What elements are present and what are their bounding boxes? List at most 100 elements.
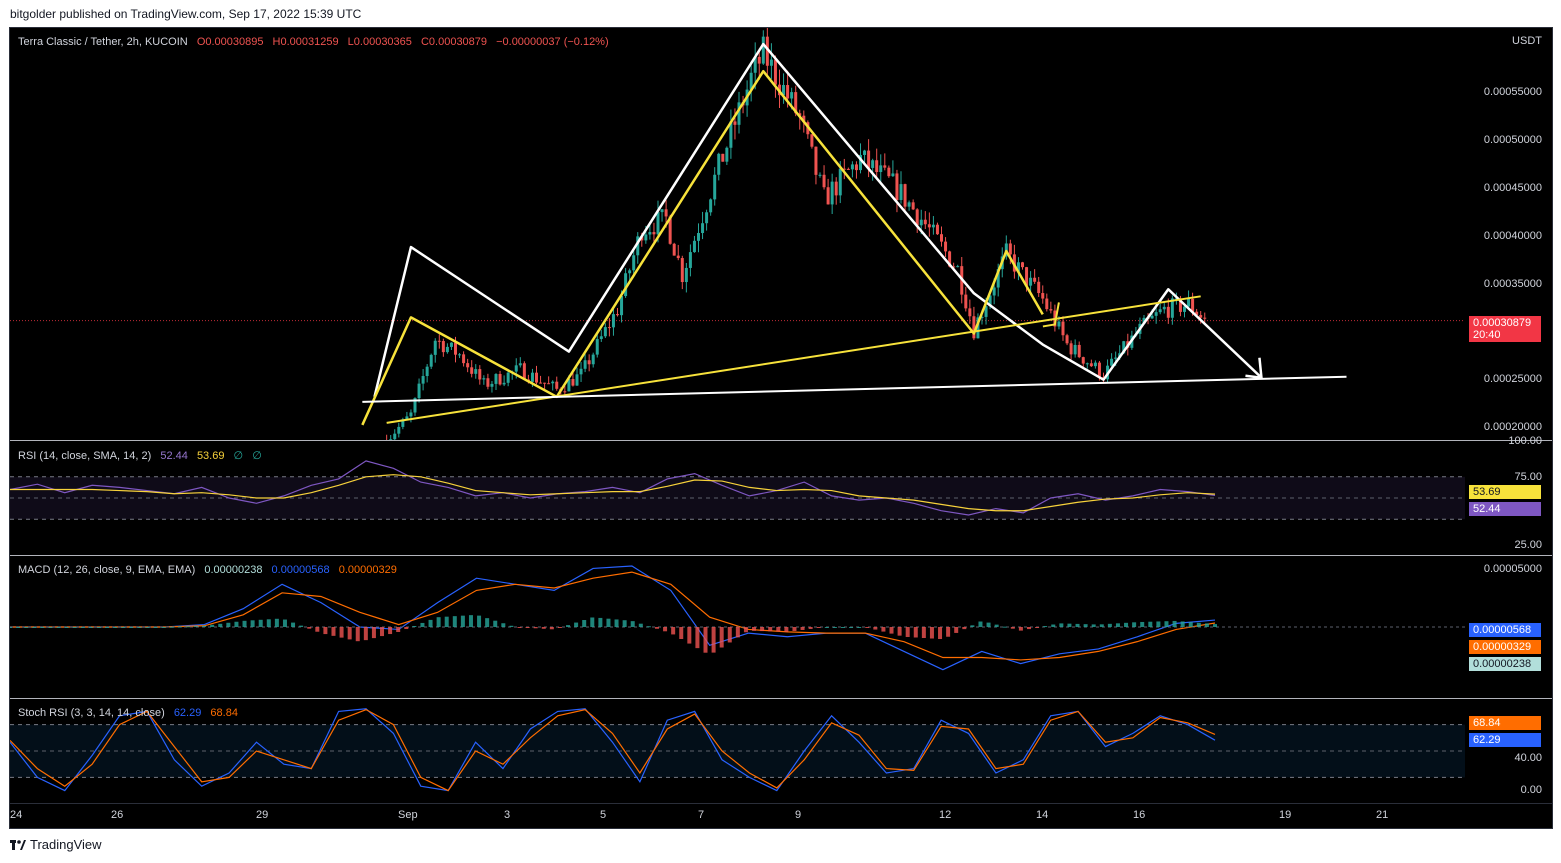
macd-hist-bar — [1188, 622, 1193, 627]
stoch-legend: Stoch RSI (3, 3, 14, 14, close) 62.29 68… — [18, 707, 244, 719]
candle-body — [850, 164, 854, 170]
rsi-chart[interactable] — [10, 441, 1552, 555]
candle-body — [915, 209, 919, 226]
macd-chart[interactable] — [10, 556, 1552, 698]
time-tick: 24 — [10, 809, 23, 821]
candle-body — [445, 346, 449, 353]
candle-body — [466, 363, 470, 368]
time-tick: 14 — [1036, 809, 1049, 821]
macd-hist-bar — [557, 627, 562, 628]
price-tick-7: 0.00020000 — [1483, 421, 1542, 433]
rsi-pane[interactable]: RSI (14, close, SMA, 14, 2) 52.44 53.69 … — [10, 435, 1552, 555]
stoch-chart[interactable] — [10, 699, 1552, 803]
candle-body — [992, 287, 996, 296]
candle-body — [1069, 343, 1073, 355]
macd-hist-bar — [921, 627, 926, 639]
macd-hist-bar — [129, 627, 134, 628]
macd-hist-bar — [865, 627, 870, 628]
macd-pane[interactable]: MACD (12, 26, close, 9, EMA, EMA) 0.0000… — [10, 556, 1552, 698]
pane-separator[interactable] — [10, 555, 1552, 556]
pane-separator[interactable] — [10, 698, 1552, 699]
macd-hist-bar — [743, 627, 748, 633]
candle-body — [413, 398, 417, 413]
macd-hist-bar — [493, 620, 498, 627]
candle-body — [964, 294, 968, 309]
candle-body — [927, 224, 931, 228]
macd-hist-bar — [1035, 627, 1040, 628]
macd-value-badge: 0.00000568 — [1469, 623, 1541, 637]
publisher-header: bitgolder published on TradingView.com, … — [10, 7, 362, 21]
macd-hist-bar — [768, 627, 773, 632]
macd-hist-bar — [1180, 621, 1185, 627]
candle-body — [624, 273, 628, 297]
candle-body — [502, 382, 506, 385]
candle-body — [984, 306, 988, 317]
macd-hist-bar — [64, 627, 69, 628]
ohlc-low: L0.00030365 — [347, 36, 412, 48]
macd-hist-bar — [598, 617, 603, 627]
candle-body — [749, 72, 753, 90]
price-pane[interactable]: Terra Classic / Tether, 2h, KUCOIN O0.00… — [10, 28, 1552, 440]
candle-body — [709, 199, 713, 213]
candle-body — [883, 165, 887, 168]
candle-body — [429, 354, 433, 367]
time-tick: 26 — [111, 809, 124, 821]
candle-body — [425, 366, 429, 377]
candle-body — [1085, 363, 1089, 365]
candle-body — [729, 121, 733, 148]
macd-hist-bar — [307, 627, 312, 629]
pane-separator[interactable] — [10, 440, 1552, 441]
candle-body — [1081, 357, 1085, 364]
candle-body — [952, 266, 956, 268]
stoch-d-line — [10, 708, 1216, 792]
candle-body — [1037, 281, 1041, 294]
candle-body — [765, 36, 769, 66]
candle-body — [1093, 362, 1097, 367]
candle-body — [660, 209, 664, 213]
macd-hist-bar — [371, 627, 376, 639]
macd-hist-bar — [735, 627, 740, 638]
macd-hist-bar — [380, 627, 385, 637]
macd-hist-bar — [153, 627, 158, 628]
macd-hist-bar — [889, 627, 894, 634]
rsi-line — [10, 460, 1216, 516]
candle-body — [761, 36, 765, 64]
macd-legend-signal: 0.00000329 — [338, 564, 397, 576]
candle-body — [1203, 317, 1207, 319]
macd-hist-bar — [533, 627, 538, 629]
candle-body — [1049, 309, 1053, 311]
stoch-d-badge: 68.84 — [1469, 716, 1541, 730]
macd-hist-bar — [1059, 623, 1064, 627]
macd-hist-bar — [355, 627, 360, 642]
candle-body — [923, 219, 927, 225]
candle-body — [1097, 362, 1101, 378]
macd-hist-bar — [800, 627, 805, 630]
candle-body — [648, 232, 652, 235]
candle-body — [725, 147, 729, 162]
macd-hist-bar — [194, 626, 199, 628]
candle-body — [454, 342, 457, 355]
macd-hist-bar — [752, 627, 757, 631]
candle-body — [701, 223, 705, 234]
macd-hist-bar — [1164, 621, 1169, 627]
rsi-legend-na1: ∅ — [233, 450, 244, 462]
candle-body — [1033, 277, 1037, 282]
chart-frame[interactable]: Terra Classic / Tether, 2h, KUCOIN O0.00… — [9, 27, 1553, 829]
price-tick-3: 0.00045000 — [1483, 182, 1542, 194]
candle-body — [1057, 321, 1061, 327]
candle-body — [948, 251, 952, 267]
macd-hist-bar — [72, 627, 77, 628]
candle-body — [458, 354, 462, 356]
price-chart[interactable] — [10, 28, 1552, 440]
candle-body — [409, 412, 413, 417]
macd-hist-bar — [929, 627, 934, 639]
candle-body — [575, 374, 579, 386]
macd-hist-bar — [396, 627, 401, 633]
candle-body — [611, 314, 615, 328]
stoch-pane[interactable]: Stoch RSI (3, 3, 14, 14, close) 62.29 68… — [10, 699, 1552, 803]
time-axis[interactable]: 24 26 29 Sep 3 5 7 9 12 14 16 19 21 — [10, 803, 1552, 829]
candle-body — [672, 243, 676, 256]
candle-body — [790, 92, 794, 99]
macd-hist-bar — [687, 627, 692, 644]
footer-brand[interactable]: TradingView — [10, 837, 102, 852]
